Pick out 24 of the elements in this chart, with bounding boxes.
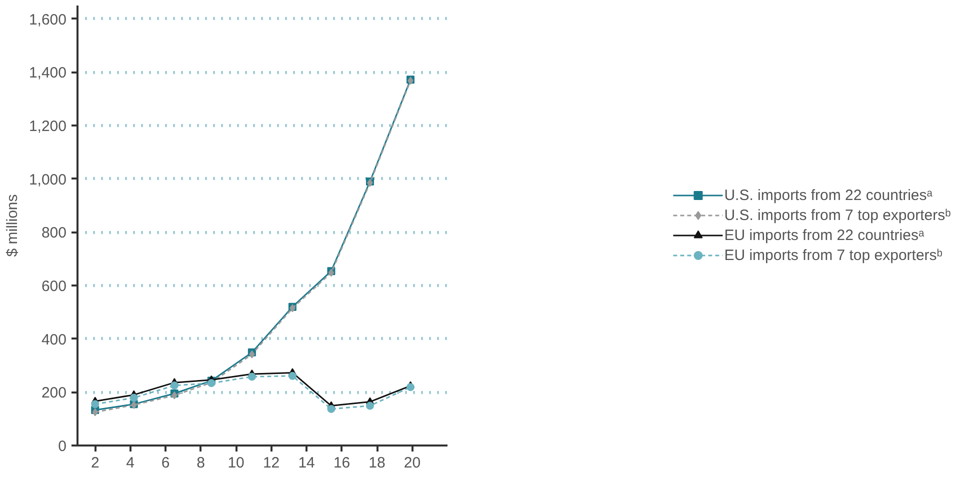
x-tick-label: 6 — [161, 454, 170, 472]
y-tick-label: 800 — [41, 224, 67, 242]
legend-label: EU imports from 7 top exportersᵇ — [724, 246, 942, 264]
x-tick-label: 4 — [126, 454, 135, 472]
y-tick-label: 400 — [41, 331, 67, 348]
y-axis-title: $ millions — [4, 194, 21, 257]
x-tick-label: 14 — [298, 454, 315, 472]
y-tick-label: 1,600 — [28, 11, 67, 28]
y-tick-label: 1,200 — [28, 118, 67, 135]
legend-label: EU imports from 22 countriesᵃ — [724, 226, 924, 244]
legend-label: U.S. imports from 22 countriesᵃ — [724, 186, 932, 204]
y-tick-label: 0 — [58, 438, 66, 455]
y-tick-label: 1,000 — [28, 171, 67, 188]
x-tick-label: 20 — [404, 454, 421, 472]
y-tick-label: 600 — [41, 278, 67, 295]
x-tick-label: 12 — [262, 454, 280, 472]
legend-label: U.S. imports from 7 top exportersᵇ — [724, 206, 951, 224]
y-tick-label: 200 — [41, 384, 67, 402]
x-tick-label: 8 — [196, 454, 206, 472]
x-tick-label: 2 — [90, 454, 100, 472]
x-tick-label: 18 — [368, 454, 386, 472]
y-tick-label: 1,400 — [28, 64, 67, 82]
x-tick-label: 16 — [333, 454, 350, 472]
x-tick-label: 10 — [228, 454, 244, 472]
